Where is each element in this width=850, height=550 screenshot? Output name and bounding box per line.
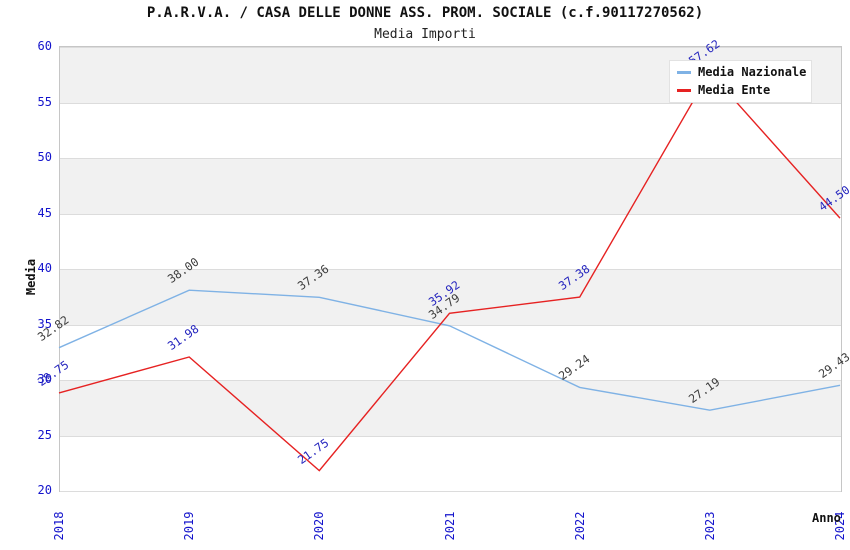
grid-band — [60, 158, 841, 214]
gridline — [60, 435, 841, 437]
x-tick-label: 2023 — [702, 511, 717, 541]
gridline — [60, 158, 841, 159]
legend: Media Nazionale Media Ente — [669, 60, 812, 103]
grid-band — [60, 213, 841, 269]
x-axis-title: Anno — [812, 511, 841, 525]
grid-band — [60, 435, 841, 491]
legend-swatch-ente-icon — [677, 89, 691, 92]
x-tick-label: 2021 — [442, 511, 457, 541]
plot-area — [59, 46, 842, 492]
y-tick-label: 40 — [37, 261, 52, 275]
series-line-0 — [58, 289, 841, 411]
gridline — [60, 47, 841, 48]
y-tick-label: 60 — [37, 39, 52, 53]
x-tick-label: 2022 — [572, 511, 587, 541]
x-tick-label: 2018 — [52, 511, 66, 541]
y-tick-label: 35 — [37, 316, 52, 331]
y-tick-label: 55 — [37, 94, 52, 109]
gridline — [60, 269, 841, 270]
legend-item-media-nazionale: Media Nazionale — [670, 66, 811, 79]
y-tick-label: 20 — [37, 483, 52, 497]
legend-swatch-nazionale-icon — [677, 71, 691, 74]
x-tick-label: 2019 — [182, 511, 197, 541]
gridline — [60, 380, 841, 381]
legend-item-media-ente: Media Ente — [670, 84, 811, 97]
grid-band — [60, 269, 841, 325]
gridline — [60, 491, 841, 492]
y-tick-label: 25 — [37, 427, 52, 442]
y-tick-label: 30 — [37, 372, 52, 386]
grid-band — [60, 102, 841, 158]
grid-band — [60, 324, 841, 380]
legend-label-nazionale: Media Nazionale — [698, 65, 807, 79]
x-tick-label: 2020 — [312, 511, 327, 541]
y-tick-label: 50 — [37, 150, 52, 164]
chart-title: P.A.R.V.A. / CASA DELLE DONNE ASS. PROM.… — [146, 5, 704, 21]
grid-band — [60, 380, 841, 436]
gridline — [60, 102, 841, 104]
gridline — [60, 213, 841, 215]
y-tick-label: 45 — [37, 205, 52, 220]
chart-subtitle: Media Importi — [374, 27, 476, 42]
gridline — [60, 324, 841, 326]
legend-label-ente: Media Ente — [698, 83, 771, 97]
